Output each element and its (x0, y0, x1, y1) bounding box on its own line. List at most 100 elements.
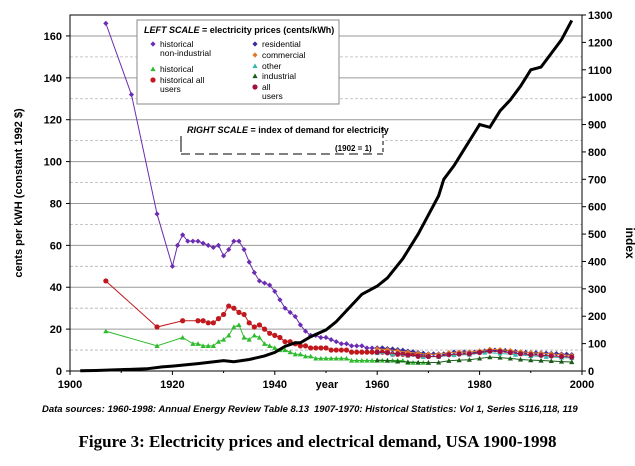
legend-label: historical (160, 64, 194, 74)
data-point-other (543, 354, 549, 359)
data-point-historical (333, 355, 339, 361)
x-tick-label: 1980 (467, 379, 491, 391)
legend-marker (150, 66, 156, 72)
data-point-industrial (487, 354, 493, 360)
data-point-industrial (384, 357, 391, 363)
data-point-historical-non-industrial (364, 345, 370, 351)
y-right-tick-label: 200 (588, 311, 606, 323)
data-point-industrial (436, 359, 442, 365)
data-point-all-users (395, 351, 401, 357)
data-point-residential (553, 351, 559, 357)
data-point-historical (272, 345, 278, 351)
data-point-historical-non-industrial (369, 345, 375, 351)
data-point-industrial (395, 358, 401, 364)
data-point-historical-all-users (251, 324, 257, 330)
legend-label-line: users (262, 91, 283, 101)
data-point-historical-all-users (343, 347, 350, 353)
data-point-historical-all-users (282, 339, 288, 345)
data-point-historical-non-industrial (343, 341, 350, 347)
data-point-historical (226, 332, 232, 338)
data-point-historical (297, 351, 303, 357)
data-point-all-users (456, 351, 462, 357)
data-point-historical (343, 355, 350, 361)
data-point-historical (221, 336, 227, 342)
legend-label-line: non-industrial (160, 48, 211, 58)
legend-marker (252, 73, 258, 79)
data-point-historical-non-industrial (282, 305, 288, 311)
y-right-tick-label: 300 (588, 284, 606, 296)
data-point-historical-non-industrial (226, 246, 232, 253)
data-point-historical-all-users (333, 347, 339, 353)
data-point-historical (241, 334, 247, 340)
data-point-historical-non-industrial (261, 280, 268, 286)
legend-label-line: commercial (262, 50, 306, 60)
y-right-tick-label: 1100 (588, 65, 612, 77)
data-point-historical (349, 357, 355, 363)
data-point-historical-non-industrial (180, 232, 186, 238)
data-point-historical-non-industrial (241, 246, 247, 253)
data-point-historical-all-users (297, 343, 303, 349)
right-scale-note-text: (1902 = 1) (335, 144, 372, 153)
legend-label-line: users (160, 84, 181, 94)
data-point-historical-all-users (195, 318, 201, 324)
x-tick-label: 1900 (58, 379, 82, 391)
data-point-industrial (477, 355, 483, 361)
y-right-tick-label: 1300 (588, 10, 612, 22)
right-scale-text: = index of demand for electricity (248, 125, 389, 135)
data-point-historical-non-industrial (190, 238, 196, 244)
data-point-historical-all-users (261, 326, 268, 332)
data-point-historical-non-industrial (251, 269, 257, 276)
data-point-historical-non-industrial (287, 309, 293, 315)
legend-label: industrial (262, 71, 296, 81)
x-tick-label: 2000 (570, 379, 594, 391)
data-point-historical-non-industrial (292, 313, 298, 320)
data-point-historical (308, 353, 314, 359)
series-line-index-of-demand (80, 19, 574, 373)
data-point-historical-all-users (103, 278, 109, 284)
y-right-tick-label: 400 (588, 256, 606, 268)
data-point-historical-non-industrial (272, 288, 278, 295)
data-point-historical-all-users (241, 311, 247, 318)
legend-marker (252, 41, 258, 47)
data-point-historical-non-industrial (318, 334, 324, 341)
data-point-historical-non-industrial (236, 238, 242, 244)
data-point-historical-non-industrial (200, 240, 206, 246)
data-point-historical (200, 343, 206, 348)
data-point-other (512, 352, 519, 357)
data-point-all-users (558, 353, 565, 360)
x-tick-label: 1920 (160, 379, 184, 391)
legend-title-text: = electricity prices (cents/kWh) (200, 25, 335, 35)
data-point-historical-non-industrial (215, 242, 222, 248)
data-point-industrial (507, 355, 513, 361)
data-point-historical (338, 355, 344, 361)
data-point-historical-non-industrial (205, 242, 211, 248)
legend-box (136, 19, 340, 105)
x-tick-label: 1940 (263, 379, 287, 391)
legend-label-line: industrial (262, 71, 296, 81)
data-point-industrial (497, 354, 503, 360)
source-note-left: Data sources: 1960-1998: Annual Energy R… (42, 404, 309, 415)
data-point-industrial (446, 358, 452, 363)
data-point-historical (328, 355, 334, 361)
data-point-all-users (528, 352, 534, 358)
data-point-industrial (456, 357, 462, 363)
series-line-industrial (377, 356, 572, 364)
x-axis-label: year (316, 379, 339, 391)
data-point-historical (292, 351, 298, 357)
legend-label: residential (262, 39, 301, 49)
data-point-all-users (384, 350, 391, 356)
data-point-historical-all-users (226, 303, 232, 309)
series-historical (103, 322, 431, 365)
data-point-historical (354, 357, 360, 363)
data-point-historical (261, 341, 268, 346)
y-right-tick-label: 500 (588, 229, 606, 241)
y-right-tick-label: 900 (588, 120, 606, 132)
data-point-industrial (517, 356, 524, 362)
data-point-historical (251, 332, 257, 338)
data-point-industrial (538, 357, 544, 363)
data-point-historical-non-industrial (302, 328, 309, 334)
data-point-historical-non-industrial (154, 211, 160, 217)
y-right-tick-label: 1000 (588, 92, 612, 104)
data-point-historical-non-industrial (174, 242, 181, 248)
data-point-commercial (415, 350, 421, 356)
